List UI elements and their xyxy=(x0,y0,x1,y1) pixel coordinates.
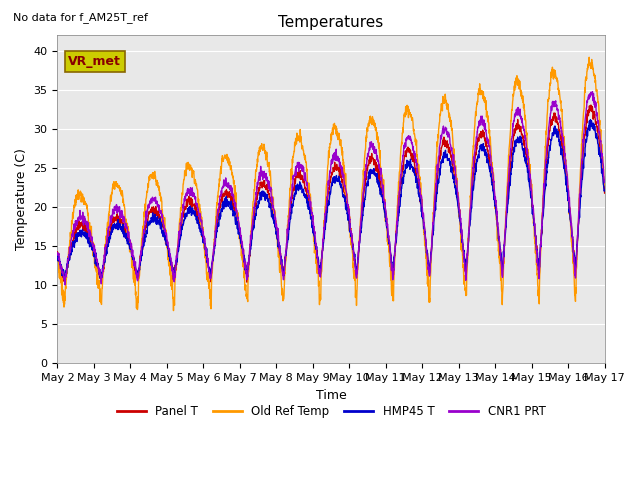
Title: Temperatures: Temperatures xyxy=(278,15,383,30)
X-axis label: Time: Time xyxy=(316,389,346,402)
Text: VR_met: VR_met xyxy=(68,55,121,68)
Legend: Panel T, Old Ref Temp, HMP45 T, CNR1 PRT: Panel T, Old Ref Temp, HMP45 T, CNR1 PRT xyxy=(112,401,550,423)
Text: No data for f_AM25T_ref: No data for f_AM25T_ref xyxy=(13,12,148,23)
Y-axis label: Temperature (C): Temperature (C) xyxy=(15,148,28,250)
